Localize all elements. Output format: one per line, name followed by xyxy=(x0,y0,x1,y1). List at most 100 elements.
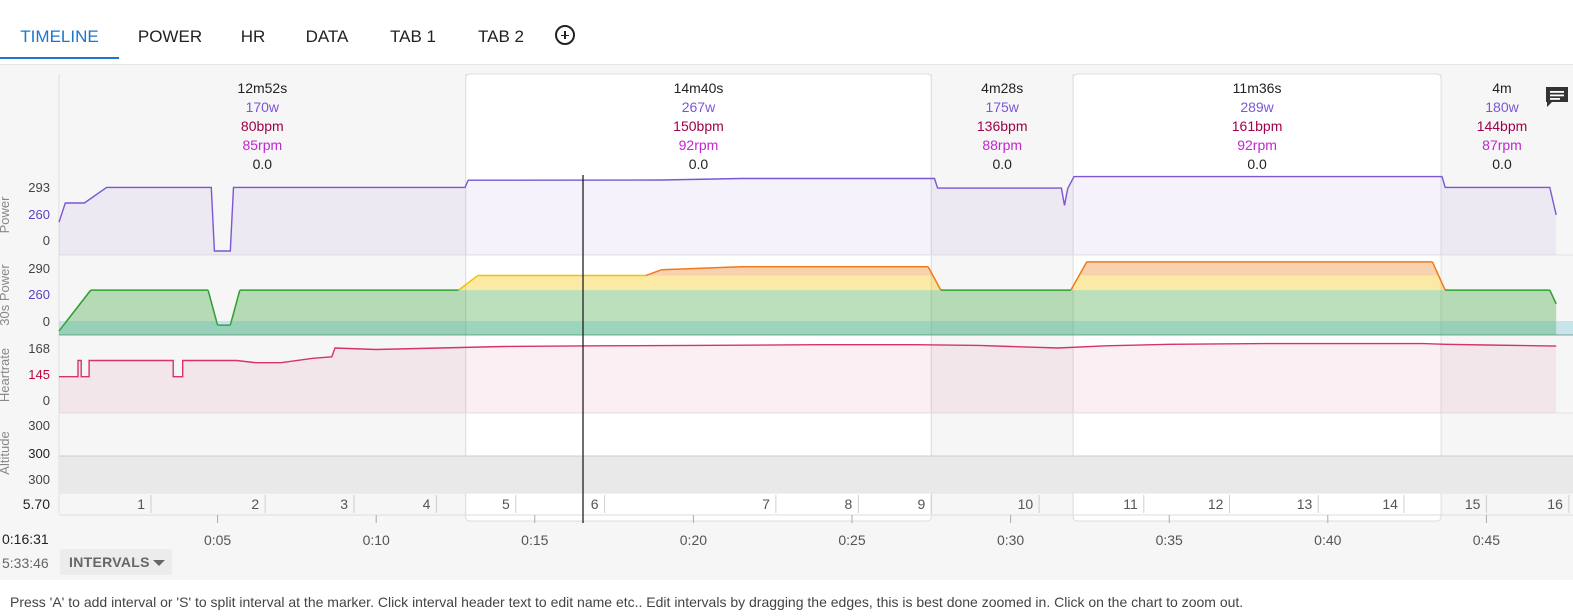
interval-duration: 4m xyxy=(1492,80,1511,96)
lap-label: 4 xyxy=(423,496,431,512)
zone-line-segment xyxy=(207,289,219,326)
lap-label: 15 xyxy=(1465,496,1481,512)
interval-power: 170w xyxy=(246,99,280,115)
y-tick-label: 0 xyxy=(43,233,50,248)
tab-data[interactable]: DATA xyxy=(305,27,349,46)
interval-heartrate: 80bpm xyxy=(241,118,284,134)
y-tick-label: 300 xyxy=(28,418,50,433)
zone-line-segment xyxy=(229,289,241,326)
caret-down-icon xyxy=(153,560,165,566)
lap-start-value: 5.70 xyxy=(23,496,50,512)
timeline-chart[interactable]: 12m52s 170w 80bpm 85rpm 0.0 14m40s 267w 150bpm 9… xyxy=(0,65,1573,580)
y-tick-label: 0 xyxy=(43,314,50,329)
interval-heartrate: 150bpm xyxy=(673,118,724,134)
interval-duration: 14m40s xyxy=(674,80,724,96)
zone-line-segment xyxy=(1431,261,1446,291)
lap-label: 13 xyxy=(1297,496,1313,512)
zone-yellow xyxy=(59,275,1557,291)
zone-line-segment xyxy=(1549,289,1557,305)
zone-base xyxy=(59,321,1573,335)
x-tick-label: 0:35 xyxy=(1156,532,1183,548)
lap-label: 7 xyxy=(762,496,770,512)
y-tick-label: 300 xyxy=(28,446,50,461)
x-tick-label: 0:40 xyxy=(1314,532,1341,548)
lap-label: 9 xyxy=(918,496,926,512)
y-tick-label: 293 xyxy=(28,180,50,195)
interval-duration: 11m36s xyxy=(1233,80,1282,96)
panel-axis-label: Altitude xyxy=(0,431,12,474)
interval-value: 0.0 xyxy=(992,156,1012,172)
x-tick-label: 0:10 xyxy=(363,532,390,548)
panel-axis-label: Power xyxy=(0,196,12,234)
intervals-dropdown-button[interactable]: INTERVALS xyxy=(60,549,172,575)
timeline-chart-area[interactable]: 12m52s 170w 80bpm 85rpm 0.0 14m40s 267w 150bpm 9… xyxy=(0,65,1573,580)
comment-icon[interactable] xyxy=(1544,85,1570,109)
zone-line-segment xyxy=(661,266,742,271)
lap-label: 11 xyxy=(1123,496,1138,512)
lap-label: 5 xyxy=(502,496,510,512)
lap-label: 6 xyxy=(591,496,599,512)
interval-cadence: 92rpm xyxy=(679,137,719,153)
zone-line-segment xyxy=(458,274,479,291)
lap-label: 14 xyxy=(1382,496,1398,512)
intervals-button-label: INTERVALS xyxy=(69,554,150,570)
x-tick-label: 0:15 xyxy=(521,532,548,548)
y-tick-label: 260 xyxy=(28,207,50,222)
interval-value: 0.0 xyxy=(1492,156,1512,172)
tab-timeline[interactable]: TIMELINE xyxy=(20,27,99,46)
zone-line-segment xyxy=(645,268,662,277)
interval-heartrate: 161bpm xyxy=(1232,118,1283,134)
zone-line-segment xyxy=(927,266,942,291)
altitude-area xyxy=(59,456,1573,493)
lap-label: 12 xyxy=(1208,496,1224,512)
interval-duration: 12m52s xyxy=(237,80,287,96)
tab-1[interactable]: TAB 1 xyxy=(390,27,436,46)
interval-heartrate: 136bpm xyxy=(977,118,1028,134)
interval-power: 180w xyxy=(1485,99,1519,115)
x-tick-label: 0:45 xyxy=(1473,532,1500,548)
interval-value: 0.0 xyxy=(253,156,273,172)
lap-label: 2 xyxy=(251,496,259,512)
y-tick-label: 168 xyxy=(28,341,50,356)
interval-duration: 4m28s xyxy=(981,80,1023,96)
series-area xyxy=(59,176,1557,255)
y-tick-label: 0 xyxy=(43,393,50,408)
total-time: 5:33:46 xyxy=(2,555,49,571)
x-tick-label: 0:25 xyxy=(838,532,865,548)
interval-heartrate: 144bpm xyxy=(1477,118,1528,134)
tab-bar: TIMELINE POWER HR DATA TAB 1 TAB 2 xyxy=(0,0,1573,65)
interval-cadence: 92rpm xyxy=(1237,137,1277,153)
zone-line-segment xyxy=(1070,261,1088,291)
lap-label: 10 xyxy=(1018,496,1034,512)
plus-circle-icon[interactable] xyxy=(555,25,575,45)
interval-power: 289w xyxy=(1240,99,1274,115)
tab-hr[interactable]: HR xyxy=(240,27,266,46)
y-tick-label: 260 xyxy=(28,287,50,302)
tab-power[interactable]: POWER xyxy=(137,27,203,46)
x-tick-label: 0:30 xyxy=(997,532,1024,548)
zone-green xyxy=(59,290,1557,335)
series-area xyxy=(59,343,1557,413)
x-tick-label: 0:20 xyxy=(680,532,707,548)
axis-label-column xyxy=(0,74,59,514)
interval-power: 267w xyxy=(682,99,716,115)
tab-2[interactable]: TAB 2 xyxy=(478,27,524,46)
x-tick-label: 0:05 xyxy=(204,532,231,548)
lap-label: 8 xyxy=(845,496,853,512)
series-line xyxy=(59,342,1557,378)
lap-row xyxy=(59,493,1573,513)
panel-axis-label: 30s Power xyxy=(0,264,12,326)
marker-time: 0:16:31 xyxy=(2,531,49,547)
lap-label: 16 xyxy=(1547,496,1563,512)
y-tick-label: 300 xyxy=(28,472,50,487)
panel-axis-label: Heartrate xyxy=(0,348,12,402)
interval-value: 0.0 xyxy=(689,156,709,172)
interval-cadence: 88rpm xyxy=(982,137,1022,153)
y-tick-label: 145 xyxy=(28,367,50,382)
lap-label: 1 xyxy=(137,496,145,512)
interval-value: 0.0 xyxy=(1247,156,1267,172)
series-line xyxy=(58,175,1557,252)
lap-label: 3 xyxy=(340,496,348,512)
interval-power: 175w xyxy=(985,99,1019,115)
y-tick-label: 290 xyxy=(28,261,50,276)
